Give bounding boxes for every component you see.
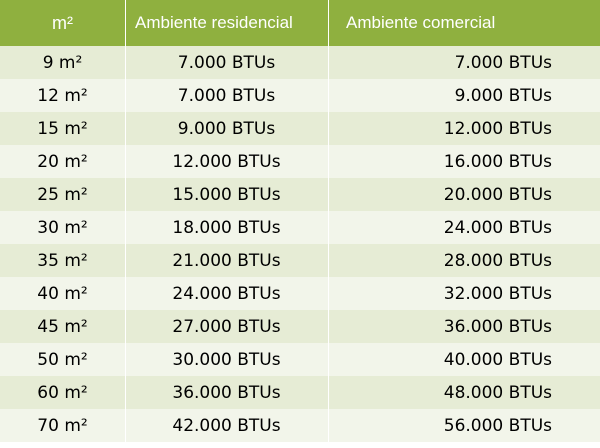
cell-commercial: 56.000 BTUs bbox=[443, 415, 552, 436]
cell-residential: 21.000 BTUs bbox=[172, 250, 281, 271]
cell-residential: 24.000 BTUs bbox=[172, 283, 281, 304]
table-row: 25 m² 15.000 BTUs 20.000 BTUs bbox=[0, 178, 600, 211]
cell-commercial: 40.000 BTUs bbox=[443, 349, 552, 370]
cell-commercial: 20.000 BTUs bbox=[443, 184, 552, 205]
column-divider bbox=[125, 0, 126, 448]
cell-area: 45 m² bbox=[37, 316, 88, 337]
cell-residential: 7.000 BTUs bbox=[177, 52, 276, 73]
cell-commercial: 32.000 BTUs bbox=[443, 283, 552, 304]
table-row: 20 m² 12.000 BTUs 16.000 BTUs bbox=[0, 145, 600, 178]
cell-area: 20 m² bbox=[37, 151, 88, 172]
cell-area: 70 m² bbox=[37, 415, 88, 436]
cell-commercial: 48.000 BTUs bbox=[443, 382, 552, 403]
table-row: 9 m² 7.000 BTUs 7.000 BTUs bbox=[0, 46, 600, 79]
table-row: 40 m² 24.000 BTUs 32.000 BTUs bbox=[0, 277, 600, 310]
header-commercial: Ambiente comercial bbox=[346, 13, 496, 32]
cell-commercial: 16.000 BTUs bbox=[443, 151, 552, 172]
cell-residential: 42.000 BTUs bbox=[172, 415, 281, 436]
table-row: 12 m² 7.000 BTUs 9.000 BTUs bbox=[0, 79, 600, 112]
header-area: m² bbox=[52, 12, 73, 33]
header-residential: Ambiente residencial bbox=[135, 13, 293, 32]
cell-area: 30 m² bbox=[37, 217, 88, 238]
table-row: 35 m² 21.000 BTUs 28.000 BTUs bbox=[0, 244, 600, 277]
cell-area: 50 m² bbox=[37, 349, 88, 370]
cell-area: 12 m² bbox=[37, 85, 88, 106]
cell-area: 40 m² bbox=[37, 283, 88, 304]
cell-residential: 7.000 BTUs bbox=[177, 85, 276, 106]
table-row: 30 m² 18.000 BTUs 24.000 BTUs bbox=[0, 211, 600, 244]
table-header: m² Ambiente residencial Ambiente comerci… bbox=[0, 0, 600, 46]
table-row: 70 m² 42.000 BTUs 56.000 BTUs bbox=[0, 409, 600, 442]
table-row: 60 m² 36.000 BTUs 48.000 BTUs bbox=[0, 376, 600, 409]
cell-area: 25 m² bbox=[37, 184, 88, 205]
cell-commercial: 9.000 BTUs bbox=[454, 85, 552, 106]
cell-commercial: 7.000 BTUs bbox=[454, 52, 552, 73]
cell-residential: 9.000 BTUs bbox=[177, 118, 276, 139]
cell-residential: 18.000 BTUs bbox=[172, 217, 281, 238]
cell-residential: 12.000 BTUs bbox=[172, 151, 281, 172]
column-divider bbox=[328, 0, 329, 448]
cell-area: 60 m² bbox=[37, 382, 88, 403]
cell-area: 35 m² bbox=[37, 250, 88, 271]
cell-commercial: 36.000 BTUs bbox=[443, 316, 552, 337]
cell-residential: 36.000 BTUs bbox=[172, 382, 281, 403]
cell-residential: 15.000 BTUs bbox=[172, 184, 281, 205]
table-row: 15 m² 9.000 BTUs 12.000 BTUs bbox=[0, 112, 600, 145]
cell-commercial: 28.000 BTUs bbox=[443, 250, 552, 271]
cell-residential: 30.000 BTUs bbox=[172, 349, 281, 370]
cell-residential: 27.000 BTUs bbox=[172, 316, 281, 337]
cell-commercial: 12.000 BTUs bbox=[443, 118, 552, 139]
table-row: 45 m² 27.000 BTUs 36.000 BTUs bbox=[0, 310, 600, 343]
cell-commercial: 24.000 BTUs bbox=[443, 217, 552, 238]
cell-area: 15 m² bbox=[37, 118, 88, 139]
cell-area: 9 m² bbox=[42, 52, 83, 73]
table-row: 50 m² 30.000 BTUs 40.000 BTUs bbox=[0, 343, 600, 376]
